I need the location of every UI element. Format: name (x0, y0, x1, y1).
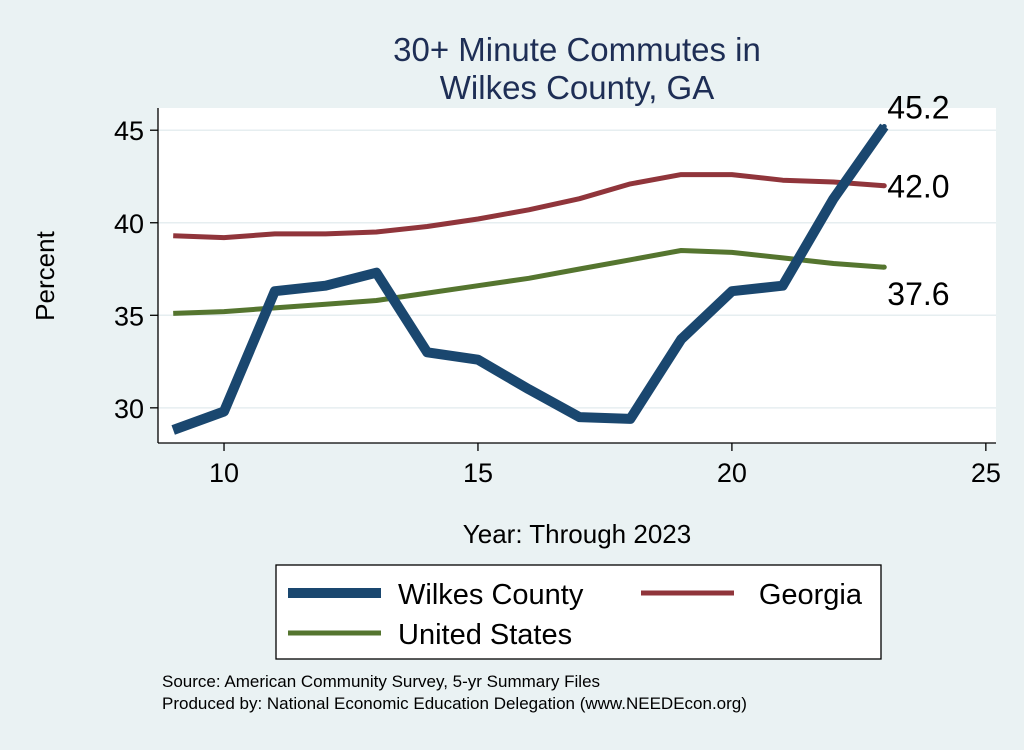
end-label-united-states: 37.6 (887, 276, 949, 312)
series-lines (171, 123, 889, 435)
end-label-georgia: 42.0 (887, 169, 949, 205)
y-axis-ticks: 30 35 40 45 (114, 116, 158, 424)
y-tick-label: 35 (114, 301, 144, 331)
end-point-georgia (881, 183, 887, 189)
legend-box (275, 564, 882, 660)
y-tick-label: 45 (114, 116, 144, 146)
x-tick-label: 25 (971, 458, 1001, 488)
chart-title-line-2: Wilkes County, GA (440, 69, 714, 106)
legend-label-united-states: United States (398, 619, 572, 651)
y-tick-label: 40 (114, 209, 144, 239)
x-tick-label: 20 (717, 458, 747, 488)
end-point-wilkes-county (881, 124, 887, 130)
series-line-georgia (173, 172, 885, 241)
grid-lines (158, 129, 996, 409)
x-tick-label: 10 (209, 458, 239, 488)
x-axis-label: Year: Through 2023 (463, 519, 691, 549)
legend-label-georgia: Georgia (759, 579, 863, 611)
source-note: Source: American Community Survey, 5-yr … (162, 672, 600, 691)
end-point-united-states (881, 264, 887, 270)
x-axis-ticks: 10 15 20 25 (209, 443, 1001, 488)
produced-by-note: Produced by: National Economic Education… (162, 694, 747, 713)
legend: Wilkes County Georgia United States (288, 579, 863, 651)
end-labels: 42.0 37.6 45.2 (887, 90, 949, 313)
legend-label-wilkes-county: Wilkes County (398, 579, 584, 611)
y-axis-label: Percent (30, 230, 60, 320)
plot-area (158, 108, 996, 443)
y-tick-label: 30 (114, 394, 144, 424)
x-tick-label: 15 (463, 458, 493, 488)
series-line-united-states (173, 248, 885, 316)
end-label-wilkes-county: 45.2 (887, 90, 949, 126)
chart-title-line-1: 30+ Minute Commutes in (393, 31, 761, 68)
series-line-wilkes-county (171, 123, 889, 435)
